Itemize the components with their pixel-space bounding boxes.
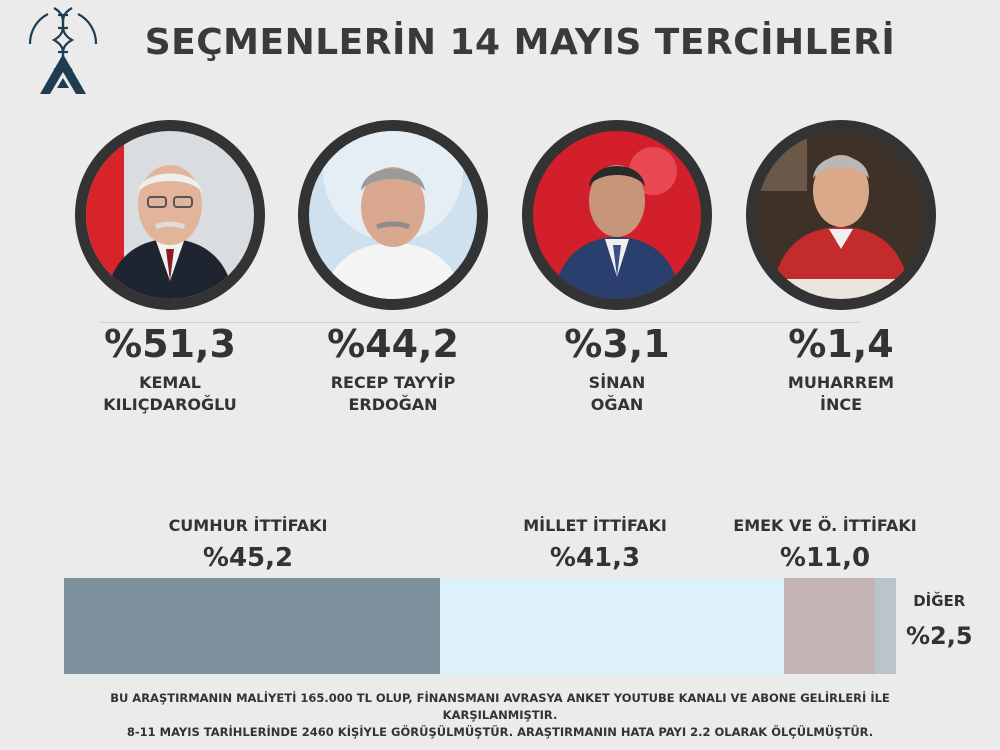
alliance-value: %2,5 <box>906 622 973 650</box>
bar-segment-millet <box>440 578 784 674</box>
alliance-label: EMEK VE Ö. İTTİFAKI <box>733 516 917 535</box>
candidate-percentage: %51,3 <box>104 322 236 366</box>
page-title: SEÇMENLERİN 14 MAYIS TERCİHLERİ <box>144 22 896 63</box>
alliance-label: DİĞER <box>913 592 966 610</box>
alliance-label: CUMHUR İTTİFAKI <box>168 516 328 535</box>
candidate-name-line2: ERDOĞAN <box>348 395 438 414</box>
brand-logo <box>28 7 98 94</box>
candidate-percentage: %1,4 <box>788 322 894 366</box>
alliance-emek: EMEK VE Ö. İTTİFAKI %11,0 <box>720 516 930 574</box>
candidate-card-ince: %1,4 MUHARREM İNCE <box>731 120 951 416</box>
bar-segment-emek <box>783 578 876 674</box>
bar-segment-diger <box>875 578 896 674</box>
candidate-card-erdogan: %44,2 RECEP TAYYİP ERDOĞAN <box>283 120 503 416</box>
alliance-diger: DİĞER %2,5 <box>906 592 973 650</box>
alliance-stacked-bar <box>64 578 896 674</box>
footer-line2: 8-11 MAYIS TARİHLERİNDE 2460 KİŞİYLE GÖR… <box>126 725 874 739</box>
candidate-name-line2: OĞAN <box>590 395 644 414</box>
candidate-card-kilicdaroglu: %51,3 KEMAL KILIÇDAROĞLU <box>60 120 280 416</box>
candidate-name-line1: MUHARREM <box>787 373 895 392</box>
footer-line1: BU ARAŞTIRMANIN MALİYETİ 165.000 TL OLUP… <box>110 691 890 722</box>
candidate-name-line2: İNCE <box>819 395 862 414</box>
divider <box>100 322 860 323</box>
candidate-name-line2: KILIÇDAROĞLU <box>103 395 237 414</box>
candidate-photo <box>298 120 488 310</box>
alliance-value: %41,3 <box>549 543 641 573</box>
candidate-name-line1: RECEP TAYYİP <box>330 373 456 392</box>
alliance-millet: MİLLET İTTİFAKI %41,3 <box>495 516 695 574</box>
alliance-value: %45,2 <box>202 543 294 573</box>
candidate-name-line1: KEMAL <box>139 373 201 392</box>
alliance-label: MİLLET İTTİFAKI <box>523 516 667 535</box>
candidate-card-ogan: %3,1 SİNAN OĞAN <box>507 120 727 416</box>
candidate-percentage: %44,2 <box>327 322 459 366</box>
footer-note: BU ARAŞTIRMANIN MALİYETİ 165.000 TL OLUP… <box>60 690 940 741</box>
candidate-name-line1: SİNAN <box>588 373 646 392</box>
candidate-photo <box>746 120 936 310</box>
alliance-cumhur: CUMHUR İTTİFAKI %45,2 <box>148 516 348 574</box>
candidate-photo <box>75 120 265 310</box>
candidate-percentage: %3,1 <box>564 322 670 366</box>
alliance-value: %11,0 <box>779 543 871 573</box>
candidate-photo <box>522 120 712 310</box>
bar-segment-cumhur <box>64 578 441 674</box>
